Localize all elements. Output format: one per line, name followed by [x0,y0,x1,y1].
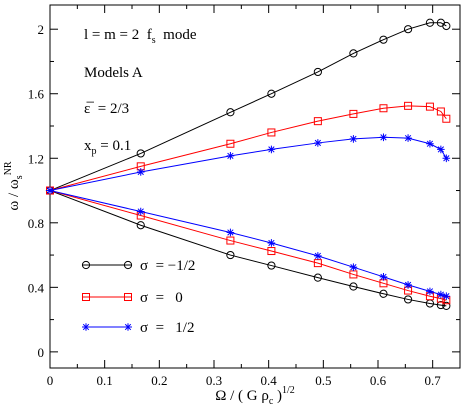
x-tick-label: 0.6 [370,373,387,388]
data-point [426,287,434,296]
annotation-models: Models A [84,65,143,81]
x-tick-label: 0.7 [425,373,442,388]
series-layer [45,18,451,310]
x-tick-label: 0.4 [261,373,278,388]
data-point [136,221,145,230]
data-point [437,290,445,299]
y-tick-label: 1.2 [28,151,44,166]
data-point [349,49,358,58]
data-point [226,139,235,148]
annotation-xp: xp = 0.1 [84,138,131,157]
x-tick-label: 0.2 [151,373,167,388]
legend-label-zero: σ = 0 [140,290,183,306]
annotation-epsilon: ε̅ = 2/3 [84,101,129,117]
data-point [313,273,322,282]
data-point [349,135,358,143]
data-point [379,289,388,298]
legend-entry-minus-half: σ = −1/2 [81,258,195,274]
x-tick-label: 0 [47,373,54,388]
data-point [267,239,276,247]
series-1-lower [45,186,451,310]
data-point [349,263,358,271]
data-point [404,134,412,142]
data-point [226,236,235,245]
legend: σ = −1/2 σ = 0 σ = 1/2 [81,258,195,336]
series-line [49,190,447,307]
y-tick-label: 0 [38,345,45,360]
data-point [349,282,358,291]
series-5-lower [46,186,451,301]
y-tick-label: 0.4 [28,280,45,295]
legend-entry-zero: σ = 0 [82,290,183,306]
legend-star [124,323,132,331]
data-point [46,186,54,195]
y-tick-label: 0.8 [28,216,44,231]
data-point [426,139,434,148]
series-2-upper [46,101,451,195]
x-axis-label: Ω / ( G ρc )1/2 [215,385,295,407]
data-point [442,154,451,163]
data-point [437,145,445,154]
data-point [136,168,145,176]
data-point [136,207,145,216]
data-point [425,102,434,111]
legend-star [82,323,90,331]
y-tick-label: 1.6 [28,87,45,102]
x-tick-label: 0.1 [97,373,113,388]
x-tick-label: 0.5 [315,373,331,388]
data-point [313,67,322,77]
data-point [404,281,412,289]
data-point [442,21,451,31]
data-point [226,228,235,237]
legend-star-marker [82,323,90,331]
annotation-mode: l = m = 2 fs mode [84,27,197,46]
data-point [267,261,276,270]
series-4-upper [46,133,451,195]
legend-star-marker [124,323,132,331]
data-point [379,35,388,44]
data-point [226,108,235,117]
data-point [314,252,322,260]
data-point [442,301,451,310]
data-point [379,133,388,142]
data-point [404,101,413,110]
data-point [442,292,451,301]
series-3-lower [46,186,451,305]
legend-label-plus-half: σ = 1/2 [140,320,194,336]
data-point [349,109,358,118]
data-point [442,114,451,123]
axis-ticks: 0 0.1 0.2 0.3 0.4 0.5 0.6 0.7 0 0.4 0.8 1.2 1.6 2 [28,5,461,388]
data-point [403,295,413,304]
data-point [403,25,413,34]
legend-label-minus-half: σ = −1/2 [140,258,195,274]
data-point [267,89,276,98]
data-point [136,149,145,158]
y-tick-label: 2 [38,22,45,37]
data-point [436,300,445,310]
data-point [379,273,388,281]
data-point [425,18,435,27]
data-point [226,250,235,260]
legend-entry-plus-half: σ = 1/2 [82,320,194,336]
data-point [267,247,276,256]
data-point [267,128,276,137]
x-tick-label: 0.3 [206,373,222,388]
data-point [267,145,276,154]
data-point [314,139,322,147]
plot-frame [49,4,461,369]
data-point [379,104,388,113]
y-axis-label: ω / ωsNR [3,161,25,211]
data-point [313,117,322,126]
data-point [226,152,235,160]
data-point [436,107,445,116]
